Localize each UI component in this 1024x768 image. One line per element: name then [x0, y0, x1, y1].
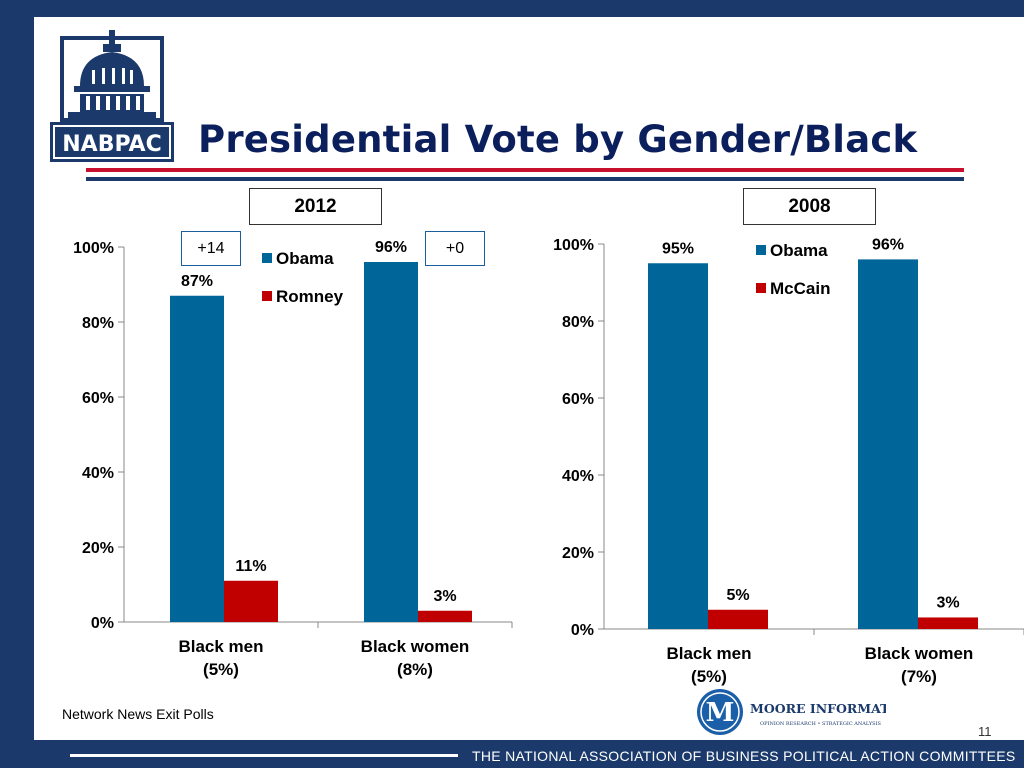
- moore-brand-name: MOORE INFORMATION: [750, 701, 886, 716]
- legend-label: McCain: [770, 279, 830, 298]
- category-label: Black men: [666, 644, 751, 663]
- data-label: 3%: [433, 588, 456, 605]
- bar-obama: [170, 295, 224, 622]
- y-tick-label: 100%: [553, 237, 594, 254]
- category-label: (5%): [691, 667, 727, 686]
- y-tick-label: 80%: [562, 314, 594, 331]
- category-label: (5%): [203, 660, 239, 679]
- y-tick-label: 40%: [562, 468, 594, 485]
- data-label: 96%: [375, 239, 407, 256]
- category-label: Black men: [178, 637, 263, 656]
- legend-label: Romney: [276, 287, 344, 306]
- y-tick-label: 100%: [73, 240, 114, 257]
- change-box-black-men: +14: [181, 231, 241, 266]
- bar-obama: [858, 259, 918, 629]
- y-tick-label: 20%: [82, 540, 114, 557]
- y-tick-label: 60%: [562, 391, 594, 408]
- data-label: 96%: [872, 236, 904, 253]
- data-label: 5%: [726, 587, 749, 604]
- legend-label: Obama: [770, 241, 828, 260]
- slide-title: Presidential Vote by Gender/Black: [198, 118, 918, 161]
- bar-romney: [224, 580, 278, 622]
- bar-romney: [418, 610, 472, 622]
- category-label: (8%): [397, 660, 433, 679]
- moore-logo-initial: M: [706, 698, 735, 728]
- moore-information-logo: M MOORE INFORMATION OPINION RESEARCH • S…: [697, 689, 886, 735]
- data-label: 11%: [235, 558, 266, 575]
- y-tick-label: 0%: [91, 615, 114, 632]
- footer-text: THE NATIONAL ASSOCIATION OF BUSINESS POL…: [472, 748, 1016, 764]
- legend-label: Obama: [276, 249, 334, 268]
- bar-obama: [364, 262, 418, 622]
- title-rule-red: [86, 168, 964, 172]
- y-tick-label: 60%: [82, 390, 114, 407]
- bar-obama: [648, 263, 708, 629]
- y-tick-label: 20%: [562, 545, 594, 562]
- source-note: Network News Exit Polls: [62, 706, 214, 722]
- category-label: (7%): [901, 667, 937, 686]
- y-tick-label: 40%: [82, 465, 114, 482]
- legend-swatch: [262, 253, 272, 263]
- legend-swatch: [262, 291, 272, 301]
- page-number: 11: [978, 724, 992, 739]
- bar-mccain: [708, 609, 768, 629]
- category-label: Black women: [361, 637, 470, 656]
- bar-mccain: [918, 617, 978, 629]
- data-label: 87%: [181, 273, 213, 290]
- category-label: Black women: [865, 644, 974, 663]
- legend-swatch: [756, 283, 766, 293]
- title-rule-blue: [86, 177, 964, 181]
- data-label: 95%: [662, 240, 694, 257]
- year-label-2008: 2008: [743, 188, 876, 225]
- year-label-2012: 2012: [249, 188, 382, 225]
- data-label: 3%: [936, 594, 959, 611]
- y-tick-label: 0%: [571, 622, 594, 639]
- logo-text: NABPAC: [62, 132, 161, 157]
- change-box-black-women: +0: [425, 231, 485, 266]
- nabpac-logo: NABPAC: [50, 30, 174, 162]
- footer-rule: [70, 754, 458, 757]
- legend-swatch: [756, 245, 766, 255]
- moore-brand-tagline: OPINION RESEARCH • STRATEGIC ANALYSIS: [760, 721, 882, 727]
- y-tick-label: 80%: [82, 315, 114, 332]
